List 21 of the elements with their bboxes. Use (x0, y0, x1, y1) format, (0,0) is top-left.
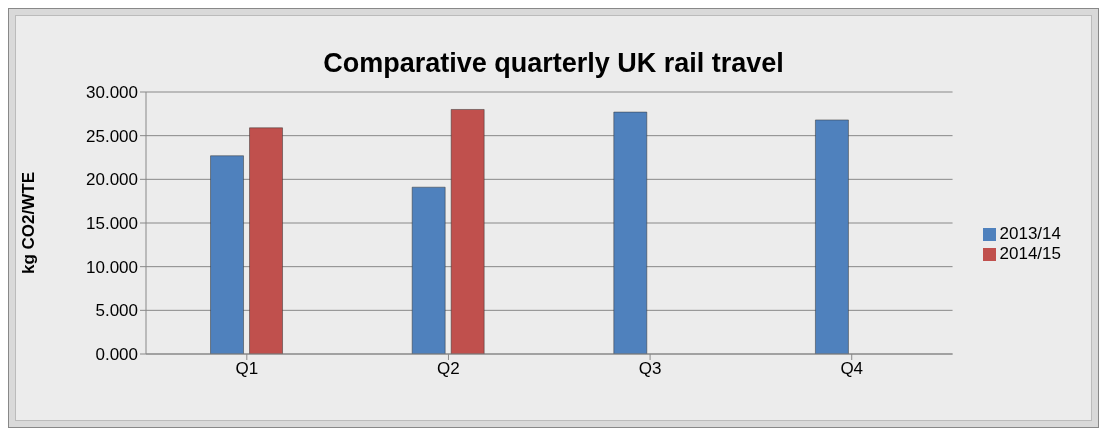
x-tick-label: Q2 (437, 359, 460, 379)
bar (613, 111, 648, 354)
chart-title: Comparative quarterly UK rail travel (322, 48, 785, 80)
y-axis-title: kg CO2/WTE (19, 171, 39, 275)
bar (249, 127, 283, 354)
y-tick-label: 30.000 (86, 83, 138, 103)
y-tick-label: 0.000 (95, 345, 138, 365)
x-tick-label: Q1 (235, 359, 259, 379)
bar (411, 186, 446, 354)
y-tick-label: 10.000 (86, 257, 138, 277)
bar (815, 119, 849, 354)
legend-label: 2014/15 (999, 244, 1061, 263)
bar (210, 155, 244, 354)
y-tick-label: 15.000 (86, 214, 138, 234)
y-tick-label: 25.000 (86, 126, 138, 146)
bar (450, 109, 485, 354)
y-tick-label: 5.000 (95, 301, 138, 321)
x-tick-label: Q3 (638, 359, 662, 379)
x-tick-label: Q4 (840, 359, 864, 379)
y-tick-label: 20.000 (86, 170, 138, 190)
legend-label: 2013/14 (999, 224, 1061, 243)
